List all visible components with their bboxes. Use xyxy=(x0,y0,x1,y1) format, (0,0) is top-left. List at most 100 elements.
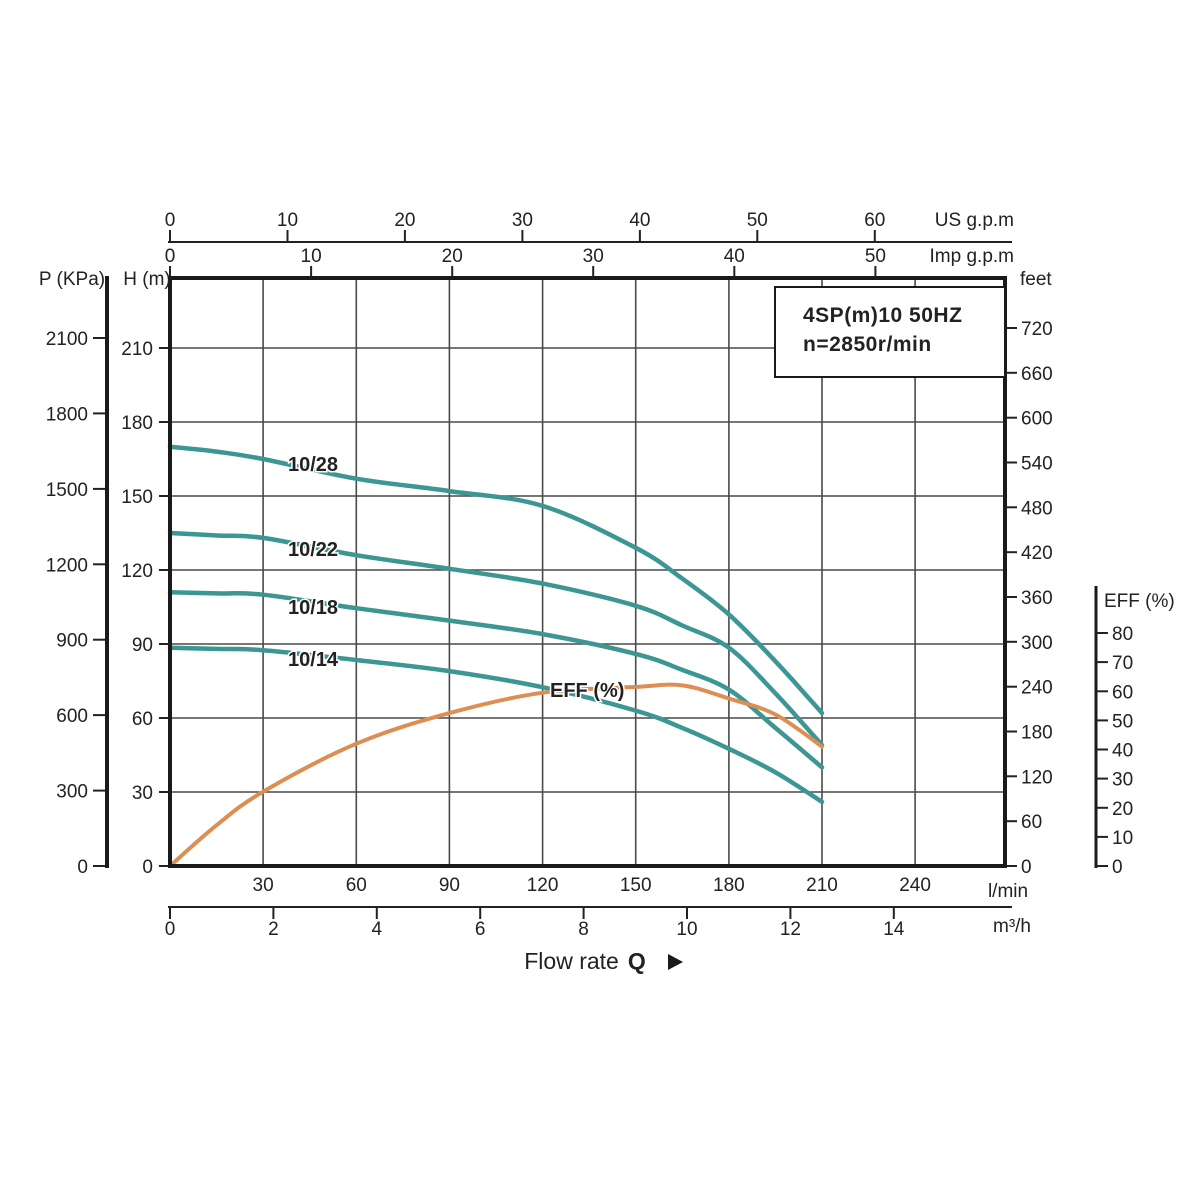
curve-10-14 xyxy=(167,645,825,805)
m3h-axis-title: m³/h xyxy=(993,916,1031,937)
imp-gpm-tick-label: 40 xyxy=(724,246,745,267)
feet-tick-label: 360 xyxy=(1021,588,1053,609)
flow-rate-label: Flow rate Q xyxy=(524,948,645,974)
us-gpm-tick-label: 40 xyxy=(629,210,650,231)
lmin-tick-label: 90 xyxy=(439,875,460,896)
curve-labels: 10/28 10/22 10/18 10/14 EFF (%) xyxy=(287,453,626,704)
feet-tick-label: 660 xyxy=(1021,364,1053,385)
feet-tick-label: 480 xyxy=(1021,498,1053,519)
m3h-tick-label: 2 xyxy=(268,919,279,940)
imp-gpm-tick-label: 50 xyxy=(865,246,886,267)
eff-tick-label: 50 xyxy=(1112,711,1133,732)
eff-tick-label: 20 xyxy=(1112,799,1133,820)
h-tick-label: 150 xyxy=(121,487,153,508)
lmin-tick-label: 150 xyxy=(620,875,652,896)
h-tick-label: 210 xyxy=(121,339,153,360)
performance-curves xyxy=(167,444,825,868)
title-box-frame xyxy=(774,286,1006,378)
feet-tick-label: 420 xyxy=(1021,543,1053,564)
us-gpm-tick-label: 60 xyxy=(864,210,885,231)
curve-label: 10/28 xyxy=(288,454,338,476)
title-box: 4SP(m)10 50HZ n=2850r/min xyxy=(774,286,1006,378)
pump-speed-title: n=2850r/min xyxy=(803,333,932,356)
eff-tick-label: 10 xyxy=(1112,828,1133,849)
lmin-tick-label: 60 xyxy=(346,875,367,896)
imp-gpm-tick-label: 30 xyxy=(583,246,604,267)
us-gpm-tick-label: 50 xyxy=(747,210,768,231)
p-tick-label: 0 xyxy=(77,857,88,878)
p-tick-label: 1800 xyxy=(46,404,88,425)
m3h-tick-label: 10 xyxy=(676,919,697,940)
m3h-tick-label: 6 xyxy=(475,919,486,940)
feet-axis-title: feet xyxy=(1020,269,1052,290)
h-tick-label: 0 xyxy=(142,857,153,878)
curve-10-22 xyxy=(167,530,825,748)
eff-tick-label: 40 xyxy=(1112,741,1133,762)
feet-tick-label: 120 xyxy=(1021,767,1053,788)
imp-gpm-tick-label: 20 xyxy=(442,246,463,267)
us-gpm-tick-label: 10 xyxy=(277,210,298,231)
eff-tick-label: 30 xyxy=(1112,770,1133,791)
eff-tick-label: 0 xyxy=(1112,857,1123,878)
feet-tick-label: 60 xyxy=(1021,812,1042,833)
plot-border xyxy=(168,276,1007,868)
p-axis-title: P (KPa) xyxy=(39,269,105,290)
m3h-tick-label: 0 xyxy=(165,919,176,940)
flow-rate-text: Flow rate xyxy=(524,948,619,974)
h-tick-label: 60 xyxy=(132,709,153,730)
curve-eff xyxy=(168,682,824,868)
imp-gpm-tick-label: 10 xyxy=(301,246,322,267)
curve-label: 10/18 xyxy=(288,597,338,619)
feet-tick-label: 600 xyxy=(1021,409,1053,430)
lmin-tick-label: 120 xyxy=(527,875,559,896)
p-tick-label: 900 xyxy=(56,631,88,652)
p-tick-label: 600 xyxy=(56,706,88,727)
p-tick-label: 300 xyxy=(56,782,88,803)
us-gpm-tick-label: 20 xyxy=(394,210,415,231)
lmin-tick-label: 210 xyxy=(806,875,838,896)
p-tick-label: 1200 xyxy=(46,555,88,576)
us-gpm-tick-label: 30 xyxy=(512,210,533,231)
arrow-right-icon xyxy=(668,954,683,970)
lmin-tick-label: 240 xyxy=(899,875,931,896)
us-gpm-tick-label: 0 xyxy=(165,210,176,231)
curve-label: 10/22 xyxy=(288,539,338,561)
pump-model-title: 4SP(m)10 50HZ xyxy=(803,304,962,327)
feet-tick-label: 180 xyxy=(1021,723,1053,744)
eff-axis-title: EFF (%) xyxy=(1104,591,1175,612)
p-tick-label: 1500 xyxy=(46,480,88,501)
m3h-tick-label: 12 xyxy=(780,919,801,940)
h-tick-label: 90 xyxy=(132,635,153,656)
eff-tick-label: 60 xyxy=(1112,682,1133,703)
flow-rate-caption: Flow rate Q xyxy=(524,948,683,974)
imp-gpm-tick-label: 0 xyxy=(165,246,176,267)
feet-tick-label: 540 xyxy=(1021,454,1053,475)
curve-label: EFF (%) xyxy=(550,680,624,702)
us-gpm-axis-title: US g.p.m xyxy=(935,210,1014,231)
lmin-tick-label: 30 xyxy=(253,875,274,896)
h-tick-label: 30 xyxy=(132,783,153,804)
feet-tick-label: 720 xyxy=(1021,319,1053,340)
h-tick-label: 180 xyxy=(121,413,153,434)
m3h-tick-label: 14 xyxy=(883,919,905,940)
m3h-tick-label: 8 xyxy=(578,919,589,940)
imp-gpm-axis-title: Imp g.p.m xyxy=(930,246,1014,267)
lmin-axis-title: l/min xyxy=(988,881,1028,902)
h-tick-label: 120 xyxy=(121,561,153,582)
feet-tick-label: 0 xyxy=(1021,857,1032,878)
eff-tick-label: 70 xyxy=(1112,653,1133,674)
p-tick-label: 2100 xyxy=(46,329,88,350)
curve-10-18 xyxy=(167,589,825,770)
feet-tick-label: 300 xyxy=(1021,633,1053,654)
flow-rate-q: Q xyxy=(628,948,646,974)
lmin-tick-label: 180 xyxy=(713,875,745,896)
h-axis-title: H (m) xyxy=(123,269,170,290)
curve-10-28 xyxy=(167,444,825,716)
eff-tick-label: 80 xyxy=(1112,624,1133,645)
feet-tick-label: 240 xyxy=(1021,678,1053,699)
curve-label: 10/14 xyxy=(288,649,339,671)
m3h-tick-label: 4 xyxy=(372,919,383,940)
